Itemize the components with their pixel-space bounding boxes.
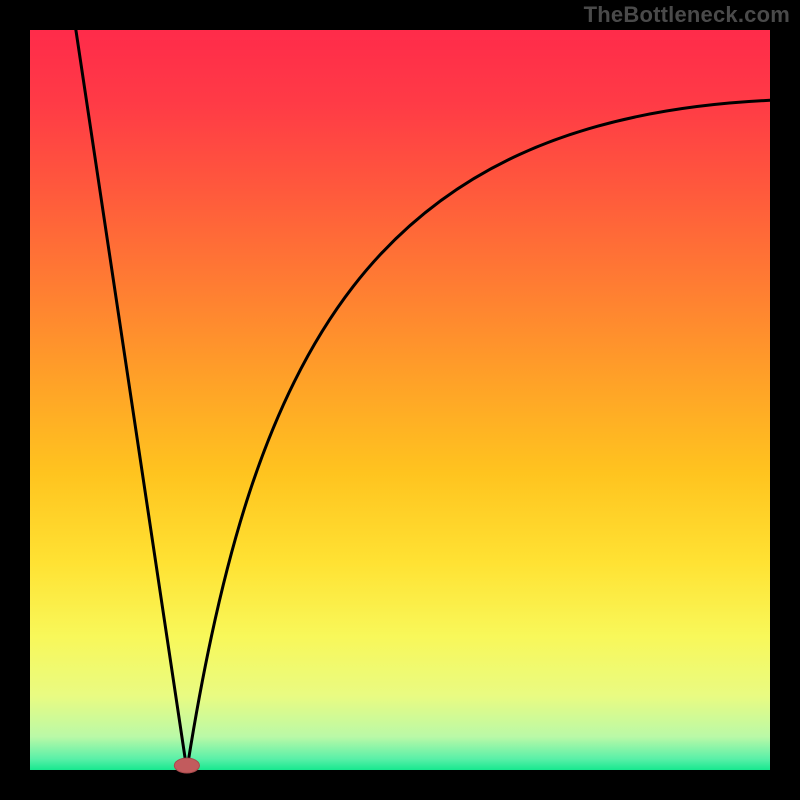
optimum-marker bbox=[174, 758, 199, 773]
bottleneck-chart bbox=[0, 0, 800, 800]
watermark-text: TheBottleneck.com bbox=[584, 2, 790, 28]
plot-background bbox=[30, 30, 770, 770]
chart-container: { "watermark": { "text": "TheBottleneck.… bbox=[0, 0, 800, 800]
